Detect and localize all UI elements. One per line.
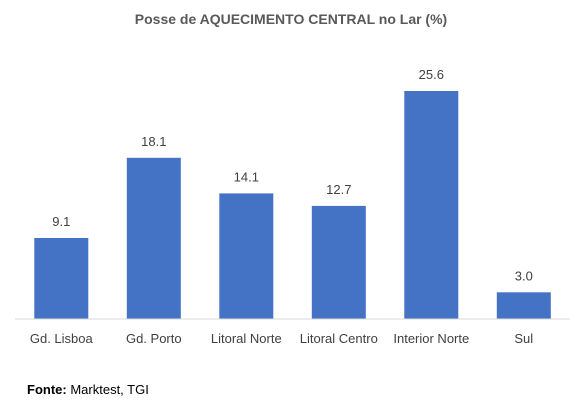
data-label-5: 3.0 bbox=[515, 268, 533, 283]
source-text: Marktest, TGI bbox=[70, 382, 149, 397]
source-label: Fonte: bbox=[27, 382, 67, 397]
bar-1 bbox=[126, 157, 181, 319]
x-tick-label-4: Interior Norte bbox=[393, 331, 469, 346]
labels-group: 9.1 Gd. Lisboa 18.1 Gd. Porto 14.1 Litoral No… bbox=[30, 67, 533, 346]
data-label-0: 9.1 bbox=[52, 214, 70, 229]
bar-0 bbox=[34, 238, 89, 319]
bars-group bbox=[34, 91, 551, 319]
bar-5 bbox=[496, 292, 551, 319]
x-tick-label-1: Gd. Porto bbox=[126, 331, 182, 346]
x-tick-label-0: Gd. Lisboa bbox=[30, 331, 94, 346]
chart-title: Posse de AQUECIMENTO CENTRAL no Lar (%) bbox=[134, 11, 448, 27]
x-tick-label-5: Sul bbox=[514, 331, 533, 346]
data-label-2: 14.1 bbox=[234, 169, 259, 184]
bar-3 bbox=[311, 205, 366, 319]
bar-4 bbox=[404, 91, 459, 319]
data-label-1: 18.1 bbox=[141, 134, 166, 149]
data-label-3: 12.7 bbox=[326, 182, 351, 197]
source-note: Fonte: Marktest, TGI bbox=[27, 382, 149, 397]
bar-2 bbox=[219, 193, 274, 319]
x-tick-label-3: Litoral Centro bbox=[300, 331, 378, 346]
data-label-4: 25.6 bbox=[419, 67, 444, 82]
x-tick-label-2: Litoral Norte bbox=[211, 331, 282, 346]
